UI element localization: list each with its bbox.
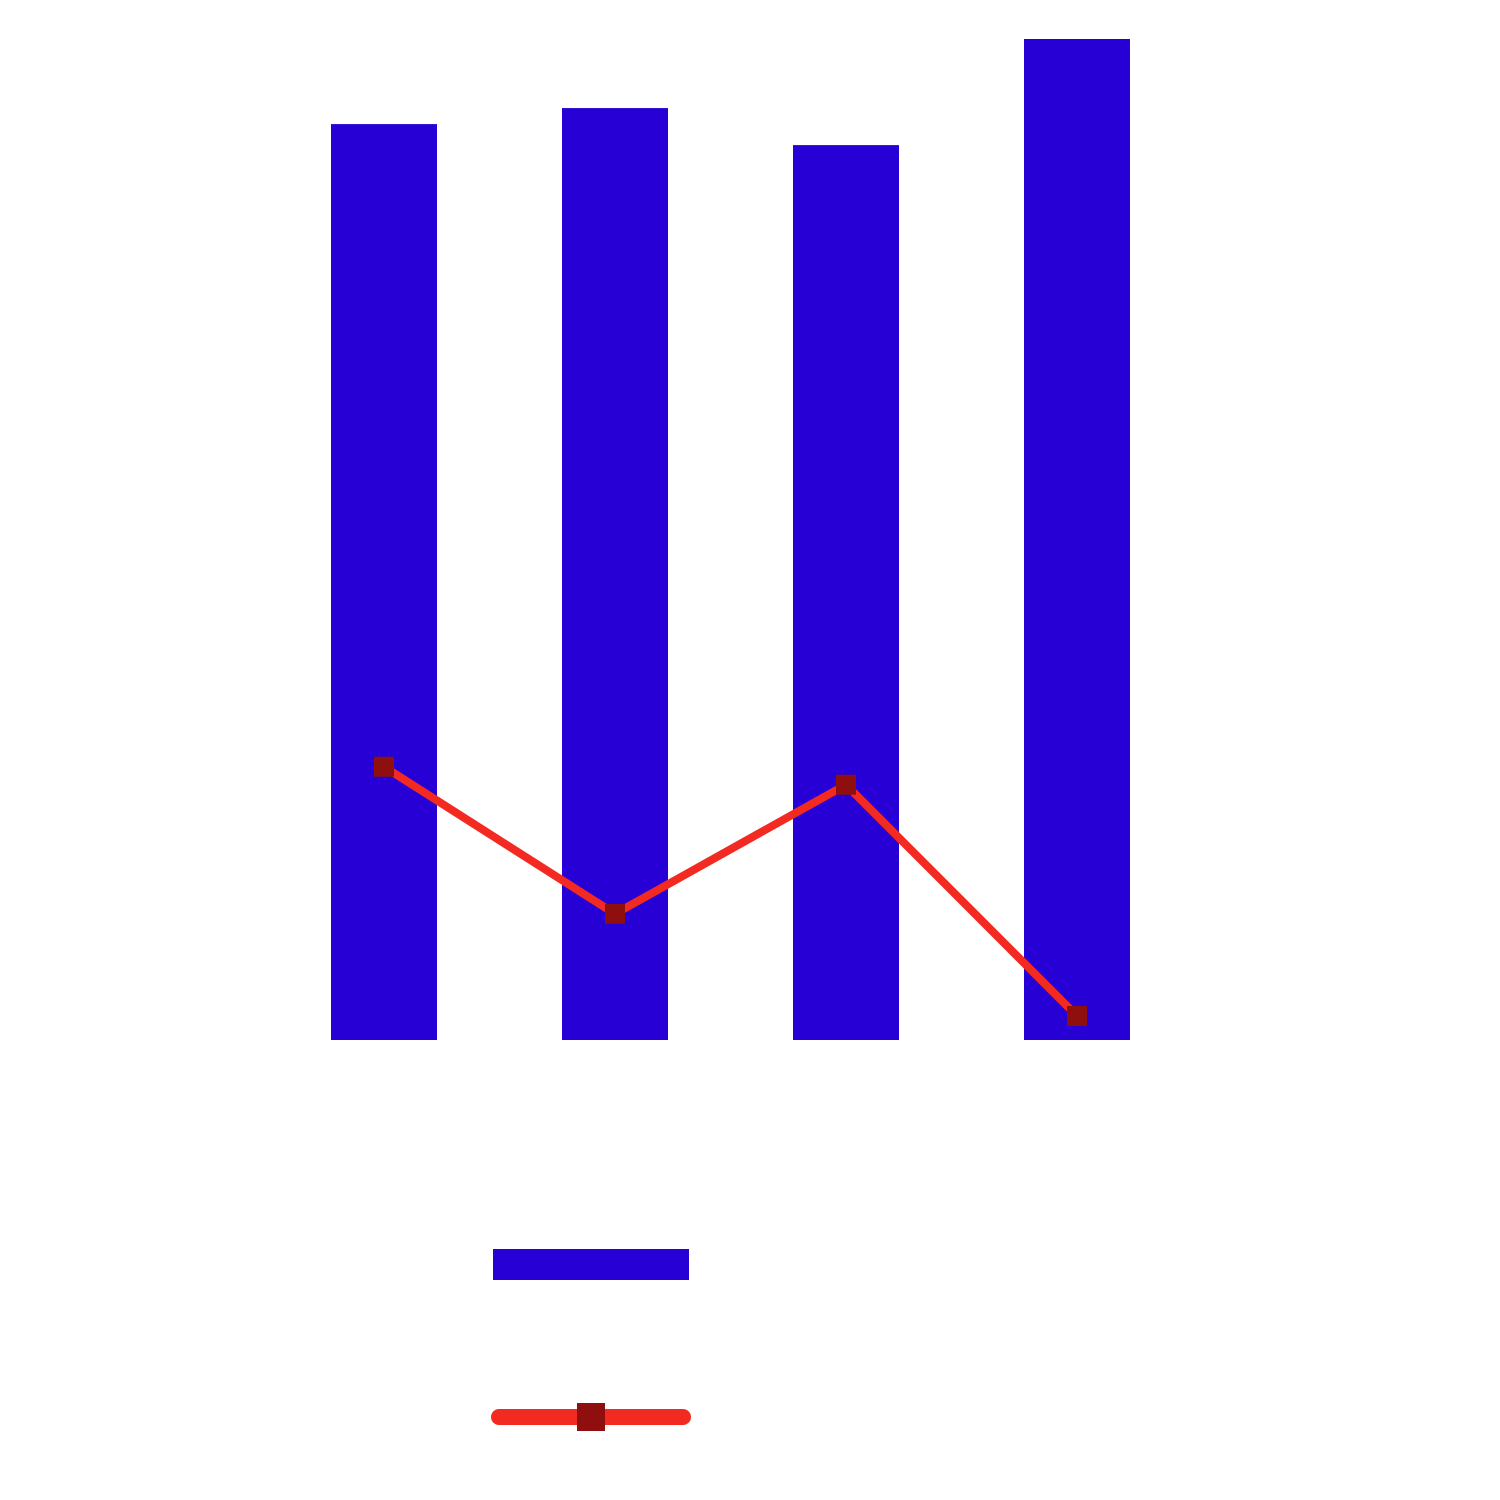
line-marker: [1067, 1005, 1087, 1026]
line: [381, 763, 1080, 1019]
bar: [331, 124, 437, 1040]
legend-marker: [577, 1403, 605, 1431]
legend-swatch: [493, 1249, 689, 1280]
line-marker: [836, 774, 856, 795]
bar: [562, 108, 668, 1041]
bar: [1024, 39, 1130, 1040]
line-marker: [605, 903, 625, 924]
line-marker: [374, 756, 394, 777]
bar: [793, 145, 899, 1040]
